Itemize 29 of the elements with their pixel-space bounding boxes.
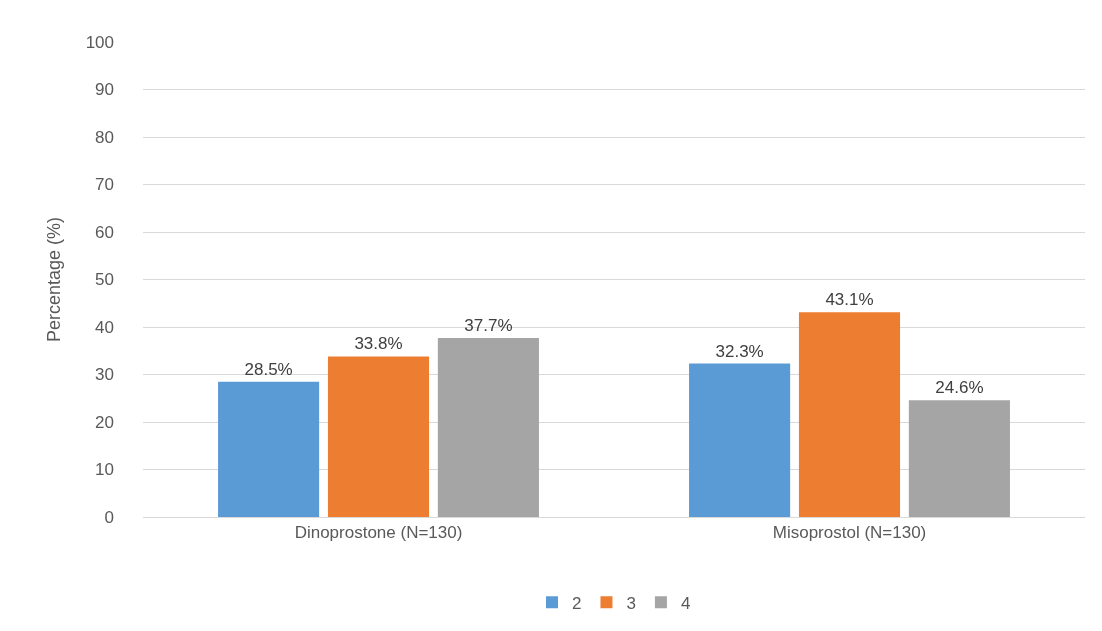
data-label: 28.5% xyxy=(244,359,293,379)
data-label: 24.6% xyxy=(935,378,984,398)
legend-label: 2 xyxy=(572,593,582,613)
bar xyxy=(908,400,1010,517)
bar xyxy=(798,312,901,517)
y-tick-label: 10 xyxy=(95,460,114,480)
y-tick-label: 50 xyxy=(95,270,114,290)
data-label: 43.1% xyxy=(825,290,874,310)
bar xyxy=(218,381,320,517)
bar xyxy=(437,337,539,517)
y-tick-label: 0 xyxy=(104,507,114,527)
data-label: 37.7% xyxy=(464,315,513,335)
y-tick-label: 80 xyxy=(95,127,114,147)
bar xyxy=(327,356,430,517)
legend-label: 3 xyxy=(626,593,636,613)
x-tick-label: Dinoprostone (N=130) xyxy=(294,523,463,543)
y-axis-title: Percentage (%) xyxy=(43,216,64,343)
data-label: 33.8% xyxy=(354,334,403,354)
y-tick-label: 20 xyxy=(95,412,114,432)
y-tick-label: 100 xyxy=(85,32,114,52)
legend-label: 4 xyxy=(680,593,691,613)
y-tick-label: 60 xyxy=(95,222,114,242)
y-tick-label: 30 xyxy=(95,365,114,385)
y-tick-label: 40 xyxy=(95,317,114,337)
data-label: 32.3% xyxy=(715,341,764,361)
bar xyxy=(689,363,791,517)
y-tick-label: 90 xyxy=(95,80,114,100)
y-tick-label: 70 xyxy=(95,175,114,195)
x-tick-label: Misoprostol (N=130) xyxy=(772,523,927,543)
